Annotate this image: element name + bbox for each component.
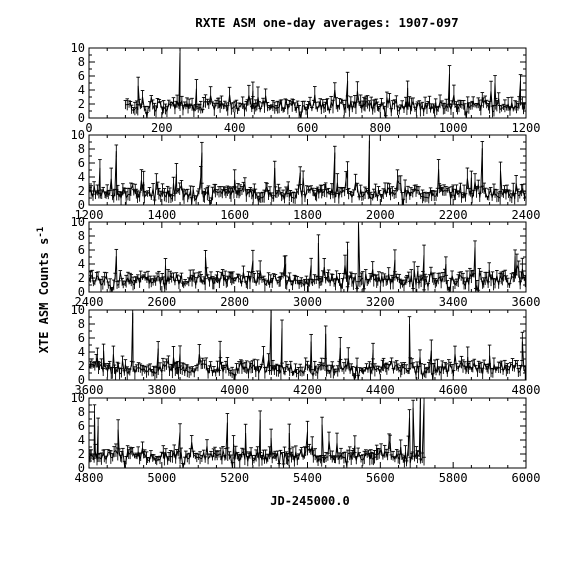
y-tick-label: 0: [78, 285, 85, 299]
x-tick-label: 4400: [366, 383, 395, 397]
x-tick-label: 4600: [439, 383, 468, 397]
y-axis-label-superscript: -1: [36, 227, 46, 238]
x-tick-label: 0: [85, 121, 92, 135]
y-axis-label: XTE ASM Counts s-1: [36, 227, 51, 353]
x-tick-label: 1800: [293, 208, 322, 222]
chart-title: RXTE ASM one-day averages: 1907-097: [195, 15, 458, 30]
y-tick-label: 6: [78, 69, 85, 83]
x-tick-label: 2200: [439, 208, 468, 222]
y-tick-label: 6: [78, 419, 85, 433]
y-tick-label: 2: [78, 447, 85, 461]
y-tick-label: 4: [78, 257, 85, 271]
light-curve-series: [89, 135, 526, 205]
x-tick-label: 5200: [220, 471, 249, 485]
x-tick-label: 2400: [512, 208, 541, 222]
y-tick-label: 0: [78, 198, 85, 212]
x-tick-label: 600: [297, 121, 319, 135]
x-tick-label: 1400: [147, 208, 176, 222]
y-tick-label: 0: [78, 373, 85, 387]
x-tick-label: 800: [369, 121, 391, 135]
light-curve-series: [89, 310, 526, 380]
y-tick-label: 10: [71, 303, 85, 317]
x-tick-label: 4000: [220, 383, 249, 397]
x-tick-label: 1200: [512, 121, 541, 135]
y-tick-label: 8: [78, 55, 85, 69]
y-tick-label: 10: [71, 41, 85, 55]
x-tick-label: 2800: [220, 295, 249, 309]
y-tick-label: 4: [78, 345, 85, 359]
y-tick-label: 2: [78, 97, 85, 111]
y-tick-label: 10: [71, 215, 85, 229]
series-line: [89, 398, 425, 468]
x-tick-label: 5800: [439, 471, 468, 485]
x-tick-label: 3600: [512, 295, 541, 309]
x-axis-label: JD-245000.0: [270, 494, 349, 508]
x-tick-label: 2400: [75, 295, 104, 309]
y-tick-label: 0: [78, 111, 85, 125]
light-curve-series: [89, 222, 526, 292]
x-tick-label: 3400: [439, 295, 468, 309]
x-tick-label: 4200: [293, 383, 322, 397]
x-tick-label: 2600: [147, 295, 176, 309]
light-curve-series: [89, 398, 426, 468]
x-tick-label: 2000: [366, 208, 395, 222]
y-tick-label: 10: [71, 128, 85, 142]
x-tick-label: 5000: [147, 471, 176, 485]
x-tick-label: 1600: [220, 208, 249, 222]
x-tick-label: 400: [224, 121, 246, 135]
x-tick-label: 3800: [147, 383, 176, 397]
panel-frame: [88, 134, 527, 206]
x-tick-label: 200: [151, 121, 173, 135]
y-tick-label: 4: [78, 170, 85, 184]
series-line: [89, 224, 526, 292]
y-tick-label: 4: [78, 433, 85, 447]
y-tick-label: 6: [78, 156, 85, 170]
y-tick-label: 6: [78, 243, 85, 257]
y-tick-label: 4: [78, 83, 85, 97]
x-tick-label: 6000: [512, 471, 541, 485]
y-tick-label: 8: [78, 317, 85, 331]
y-tick-label: 2: [78, 359, 85, 373]
y-tick-label: 0: [78, 461, 85, 475]
x-tick-label: 1200: [75, 208, 104, 222]
y-tick-label: 8: [78, 229, 85, 243]
light-curve-series: [123, 48, 526, 118]
y-tick-label: 8: [78, 142, 85, 156]
x-tick-label: 3600: [75, 383, 104, 397]
x-tick-label: 3200: [366, 295, 395, 309]
x-tick-label: 4800: [512, 383, 541, 397]
x-tick-label: 5600: [366, 471, 395, 485]
series-line: [89, 311, 526, 380]
y-tick-label: 10: [71, 391, 85, 405]
x-tick-label: 5400: [293, 471, 322, 485]
series-line: [89, 140, 526, 205]
series-line: [125, 52, 525, 118]
y-tick-label: 2: [78, 184, 85, 198]
x-tick-label: 4800: [75, 471, 104, 485]
y-axis-label-text: XTE ASM Counts s: [37, 238, 51, 354]
x-tick-label: 1000: [439, 121, 468, 135]
y-tick-label: 8: [78, 405, 85, 419]
y-tick-label: 6: [78, 331, 85, 345]
x-tick-label: 3000: [293, 295, 322, 309]
y-tick-label: 2: [78, 271, 85, 285]
